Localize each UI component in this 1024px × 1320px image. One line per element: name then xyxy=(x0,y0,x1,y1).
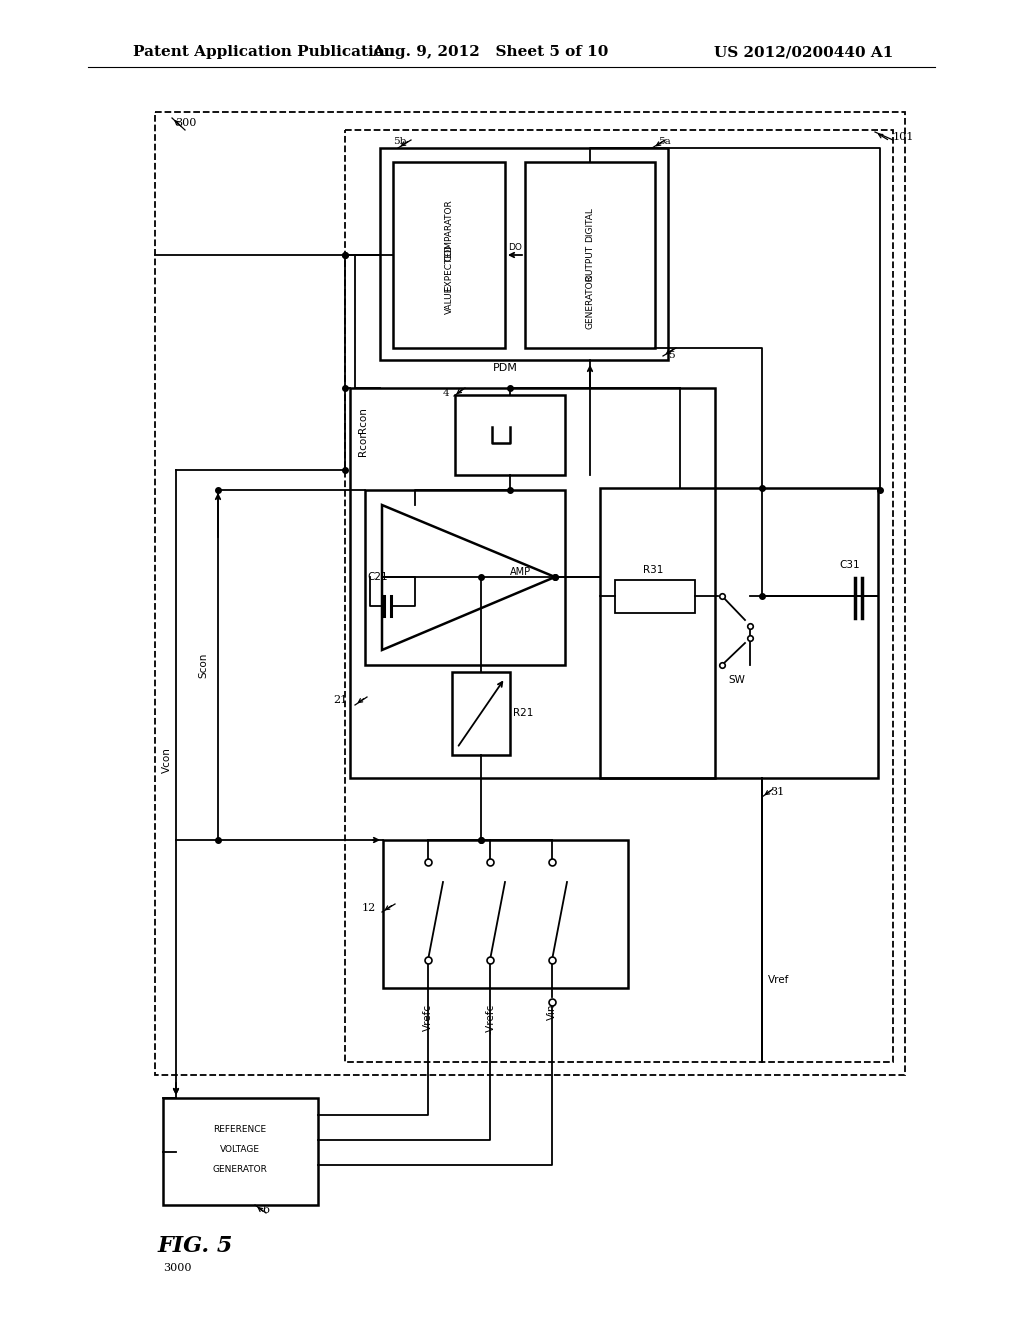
Bar xyxy=(380,148,668,360)
Text: EXPECTED: EXPECTED xyxy=(444,244,454,292)
Text: C21: C21 xyxy=(368,572,388,582)
Bar xyxy=(383,840,628,987)
Text: GENERATOR: GENERATOR xyxy=(213,1166,267,1175)
Text: 4: 4 xyxy=(442,388,449,397)
Text: C31: C31 xyxy=(840,560,860,570)
Bar xyxy=(455,395,565,475)
Text: Scon: Scon xyxy=(198,652,208,677)
Text: 5: 5 xyxy=(668,351,675,359)
Text: Aug. 9, 2012   Sheet 5 of 10: Aug. 9, 2012 Sheet 5 of 10 xyxy=(372,45,608,59)
Text: Rcon: Rcon xyxy=(358,407,368,433)
Bar xyxy=(393,162,505,348)
Text: FIG. 5: FIG. 5 xyxy=(158,1236,233,1257)
Text: 101: 101 xyxy=(893,132,914,143)
Text: 6: 6 xyxy=(262,1205,269,1214)
Text: 31: 31 xyxy=(770,787,784,797)
Bar xyxy=(345,129,893,1063)
Text: DO: DO xyxy=(508,243,522,252)
Text: VALUE: VALUE xyxy=(444,286,454,314)
Bar xyxy=(600,488,878,777)
Text: R31: R31 xyxy=(643,565,664,576)
Text: 12: 12 xyxy=(361,903,376,913)
Bar xyxy=(350,388,715,777)
Text: Vrefc: Vrefc xyxy=(423,1005,433,1031)
Bar xyxy=(163,1098,318,1205)
Text: COMPARATOR: COMPARATOR xyxy=(444,199,454,261)
Text: OUTPUT: OUTPUT xyxy=(586,246,595,281)
Bar xyxy=(155,112,905,1074)
Bar xyxy=(365,490,565,665)
Text: AMP: AMP xyxy=(509,568,530,577)
Text: Vin: Vin xyxy=(547,1005,557,1020)
Bar xyxy=(615,579,695,612)
Text: Vcon: Vcon xyxy=(162,747,172,774)
Text: 5b: 5b xyxy=(393,137,407,147)
Text: REFERENCE: REFERENCE xyxy=(213,1126,266,1134)
Text: 21: 21 xyxy=(334,696,348,705)
Text: Rcon: Rcon xyxy=(358,430,368,455)
Text: Vref: Vref xyxy=(768,975,790,985)
Bar xyxy=(452,672,510,755)
Text: DIGITAL: DIGITAL xyxy=(586,207,595,243)
Text: 300: 300 xyxy=(175,117,197,128)
Text: PDM: PDM xyxy=(493,363,517,374)
Text: R21: R21 xyxy=(513,708,534,718)
Text: GENERATOR: GENERATOR xyxy=(586,275,595,330)
Text: Patent Application Publication: Patent Application Publication xyxy=(133,45,395,59)
Text: -Vrefc: -Vrefc xyxy=(485,1005,495,1035)
Text: VOLTAGE: VOLTAGE xyxy=(220,1146,260,1155)
Text: 3000: 3000 xyxy=(163,1263,191,1272)
Text: 5a: 5a xyxy=(658,137,671,147)
Text: SW: SW xyxy=(728,675,745,685)
Text: US 2012/0200440 A1: US 2012/0200440 A1 xyxy=(714,45,893,59)
Bar xyxy=(525,162,655,348)
